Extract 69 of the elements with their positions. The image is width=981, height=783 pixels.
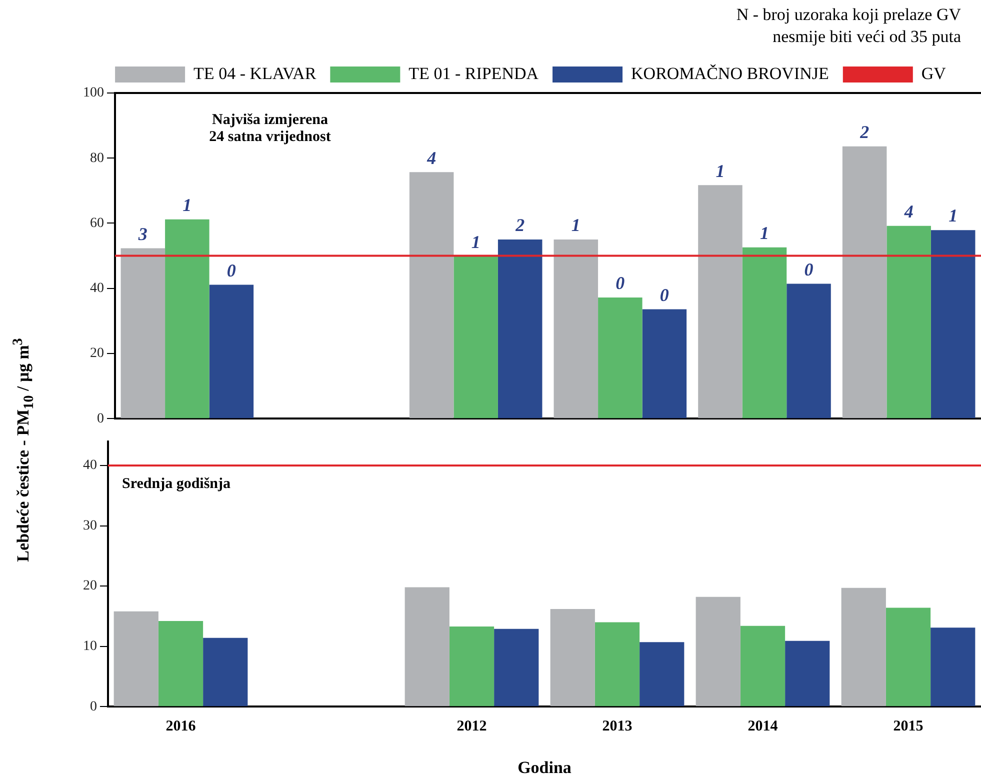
bar — [114, 611, 158, 706]
annotation: Srednja godišnja — [122, 476, 231, 493]
legend-label: GV — [921, 64, 947, 83]
y-tick-label: 0 — [97, 411, 104, 426]
annotation: 2 — [514, 215, 525, 236]
annotation: 0 — [660, 284, 669, 305]
bar — [209, 284, 254, 418]
bar — [841, 588, 886, 706]
bar — [696, 596, 740, 706]
x-tick-label: 2014 — [748, 718, 778, 734]
bar — [640, 642, 684, 706]
y-tick-label: 40 — [90, 281, 104, 296]
bar — [494, 628, 539, 706]
bar — [554, 240, 598, 418]
annotation: 0 — [616, 273, 625, 294]
annotation: 2 — [859, 122, 870, 142]
bar — [550, 608, 595, 706]
bar — [158, 621, 204, 706]
y-tick-label: 20 — [83, 578, 97, 594]
text: N - broj uzoraka koji prelaze GV nesmije biti veći od 35 puta — [736, 4, 961, 48]
bar — [785, 640, 830, 706]
annotation: 0 — [804, 259, 814, 280]
y-tick-label: 100 — [83, 86, 104, 101]
bar — [740, 626, 786, 706]
bar — [842, 146, 887, 418]
bar — [203, 638, 248, 706]
legend-label: TE 01 - RIPENDA — [408, 64, 540, 83]
bar — [930, 230, 976, 418]
annotation: 1 — [471, 232, 480, 252]
bar — [742, 247, 787, 418]
bar — [786, 284, 831, 418]
bar — [165, 219, 210, 418]
y-tick-label: 30 — [83, 518, 97, 534]
x-tick-label: 2016 — [166, 718, 196, 734]
y-tick-label: 20 — [90, 346, 104, 362]
bar — [498, 240, 542, 418]
bar — [594, 622, 640, 706]
y-tick-label: 60 — [90, 216, 104, 231]
bar — [642, 309, 687, 418]
bar — [886, 608, 931, 706]
bar — [454, 256, 498, 418]
x-tick-label: 2013 — [602, 718, 632, 734]
annotation: 1 — [716, 160, 725, 181]
y-tick-label: 80 — [90, 150, 104, 166]
x-tick-label: 2012 — [456, 718, 487, 734]
annotation: Najviša izmjerena 24 satna vrijednost — [208, 112, 332, 146]
annotation: 1 — [571, 215, 580, 236]
annotation: 1 — [948, 206, 958, 226]
annotation: 4 — [426, 148, 436, 168]
bar — [886, 226, 931, 418]
annotation: 3 — [137, 224, 148, 244]
bar — [930, 628, 976, 706]
y-tick-label: 0 — [90, 699, 97, 714]
x-tick-label: 2015 — [893, 718, 924, 734]
bar — [120, 248, 166, 418]
annotation: 1 — [182, 194, 192, 215]
legend-label: TE 04 - KLAVAR — [194, 64, 317, 83]
y-tick-label: 40 — [83, 458, 97, 474]
annotation: 1 — [760, 222, 769, 243]
bar — [449, 626, 494, 706]
annotation: 4 — [903, 202, 914, 222]
legend-label: KOROMAČNO BROVINJE — [631, 64, 829, 83]
bar — [404, 587, 450, 706]
bar — [409, 172, 454, 418]
bar — [598, 297, 642, 418]
y-tick-label: 10 — [83, 639, 97, 654]
annotation: 0 — [226, 260, 236, 280]
bar — [698, 185, 742, 418]
x-axis-title: Godina — [518, 758, 572, 778]
